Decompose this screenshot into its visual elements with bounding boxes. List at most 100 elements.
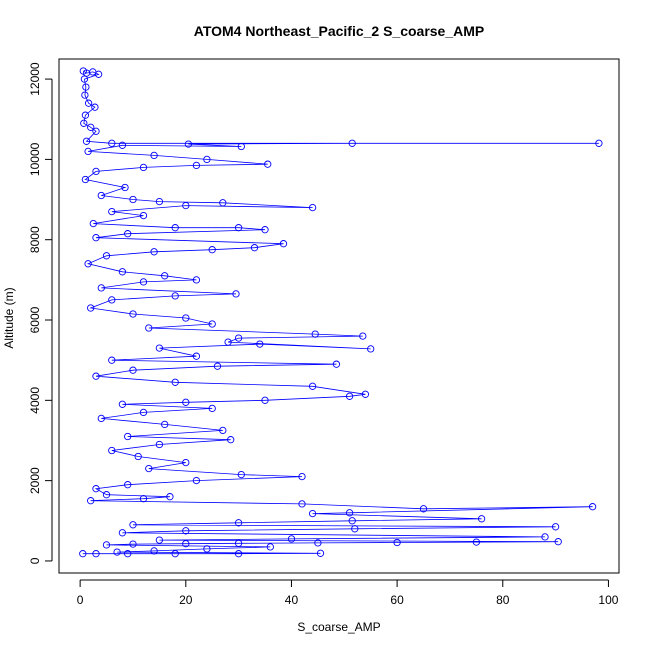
data-point [150,547,158,555]
data-point [203,155,211,164]
data-point [182,458,190,467]
data-point [150,248,158,256]
data-point [97,191,105,200]
data-point [81,175,90,184]
data-point [124,481,132,489]
series-layer [79,67,603,558]
x-tick-label: 20 [179,593,193,607]
data-point [393,538,401,547]
x-tick-label: 80 [496,593,510,607]
data-point [139,163,148,172]
data-point [279,240,288,248]
data-point [192,276,201,284]
data-point [139,408,148,417]
data-point [298,500,306,508]
data-point [80,119,88,127]
data-point [182,201,190,210]
data-point [108,356,116,364]
data-point [161,420,169,429]
data-point [161,272,169,280]
data-point [108,296,116,304]
data-point [171,292,179,300]
data-point [124,230,132,238]
data-point [92,127,100,135]
data-point [308,203,317,212]
data-point [102,252,111,260]
x-tick-label: 100 [598,593,618,607]
data-point [124,432,132,441]
data-point [129,521,137,529]
data-point [237,470,245,479]
data-point [92,485,100,493]
data-point [92,167,100,176]
data-point [124,550,132,558]
data-point [145,324,153,332]
data-point [361,390,370,398]
x-tick-label: 0 [77,593,84,607]
data-point [113,548,121,556]
data-point [155,344,164,352]
data-point [92,234,100,242]
data-point [87,304,95,312]
data-point [261,226,269,234]
data-point [551,523,560,531]
data-point [102,491,111,499]
data-point [84,99,93,107]
y-tick-label: 2000 [28,467,42,494]
data-point [554,538,562,546]
data-point [213,362,222,370]
y-tick-label: 4000 [28,387,42,414]
data-point [182,398,190,406]
data-point [129,195,137,204]
data-point [81,91,89,99]
data-point [332,360,341,368]
data-point [92,372,100,380]
x-axis: 0 20 40 60 80 100 [77,579,619,607]
data-point [219,426,227,435]
data-point [171,224,179,232]
data-point [87,123,95,131]
data-point [171,378,179,386]
y-tick-label: 8000 [28,226,42,253]
data-point [345,509,354,517]
data-point [92,550,100,558]
data-point [129,540,137,548]
data-point [266,543,274,551]
data-point [234,519,243,527]
data-point [261,396,269,404]
data-point [348,517,356,525]
data-point [234,334,243,342]
data-point [166,493,174,501]
data-point [182,527,190,535]
plot-frame [58,58,620,574]
data-point [145,464,153,473]
data-point [351,525,359,533]
data-point [184,140,193,148]
y-tick-label: 0 [28,557,42,564]
data-point [182,540,190,548]
data-point [129,310,137,318]
data-point [155,197,164,206]
data-point [359,332,367,340]
data-point [118,400,127,408]
data-point [97,414,105,423]
data-point [227,436,235,444]
data-point [81,111,90,119]
y-axis: 0 2000 4000 6000 8000 10000 12000 [28,62,53,564]
x-tick-label: 40 [285,593,299,607]
data-point [118,141,127,149]
y-tick-label: 6000 [28,306,42,333]
data-point [234,550,243,558]
data-point [118,529,127,537]
series-line [82,70,599,555]
data-point [89,219,97,228]
y-tick-label: 12000 [28,62,42,96]
data-point [82,137,91,145]
data-point [308,509,317,518]
data-point [345,392,354,400]
data-point [203,545,211,553]
y-axis-label: Altitude (m) [2,287,16,348]
data-point [541,533,549,541]
data-point [171,550,179,558]
